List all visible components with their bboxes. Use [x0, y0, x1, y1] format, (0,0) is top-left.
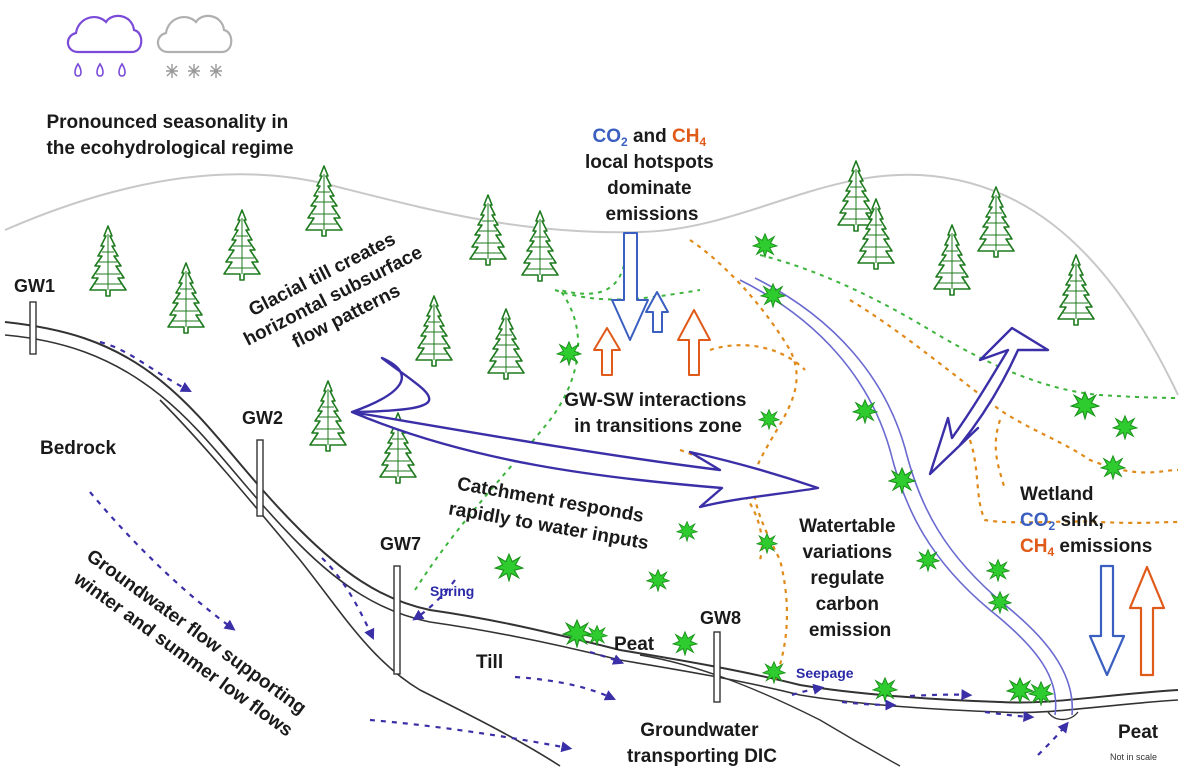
bedrock-label: Bedrock: [40, 438, 116, 459]
well-gw7-label: GW7: [380, 534, 421, 554]
till-peat-boundary: [639, 654, 901, 767]
seasonality-label: Pronounced seasonality in the ecohydrolo…: [46, 112, 293, 159]
groundwater-flow-label: Groundwater flow supporting winter and s…: [67, 546, 314, 743]
monitoring-wells: [29, 301, 721, 703]
seepage-label: Seepage: [796, 665, 854, 681]
wetland-inflow-big-arrow: [928, 326, 1050, 476]
subsurface-flow-big-arrow: [350, 356, 820, 509]
well-gw1-label: GW1: [14, 276, 55, 296]
ground-surface-line-upper: [4, 321, 1179, 704]
hotspots-label: CO2 and CH4 local hotspots dominate emis…: [585, 126, 719, 225]
glacial-till-label: Glacial till creates horizontal subsurfa…: [230, 218, 442, 372]
stream-bed: [1047, 711, 1079, 721]
not-in-scale-label: Not in scale: [1110, 752, 1157, 762]
peat-mid-label: Peat: [614, 634, 655, 655]
ground-surface-line-lower: [4, 334, 1179, 714]
well-gw8-label: GW8: [700, 608, 741, 628]
wetland-flux-arrows: [1088, 564, 1166, 677]
peat-right-label: Peat: [1118, 722, 1159, 743]
catchment-response-label: Catchment responds rapidly to water inpu…: [447, 473, 655, 554]
wetland-label: Wetland CO2 sink, CH4 emissions: [1020, 484, 1152, 559]
groundwater-dic-label: Groundwater transporting DIC: [627, 720, 777, 767]
snow-cloud-icon: [156, 14, 233, 78]
spring-label: Spring: [430, 583, 474, 599]
gw-sw-interactions-label: GW-SW interactions in transitions zone: [564, 390, 752, 437]
hill-surface-line: [4, 173, 1179, 396]
watertable-label: Watertable variations regulate carbon em…: [799, 516, 901, 641]
till-label: Till: [476, 652, 503, 673]
rain-cloud-icon: [66, 14, 143, 77]
groundwater-flow-arrows: [89, 340, 1069, 756]
stream-channel-outer: [739, 279, 1057, 716]
stream-channel-inner: [754, 277, 1074, 716]
bedrock-till-boundary: [159, 399, 561, 767]
well-gw2-label: GW2: [242, 408, 283, 428]
hotspot-flux-arrows: [593, 232, 711, 376]
